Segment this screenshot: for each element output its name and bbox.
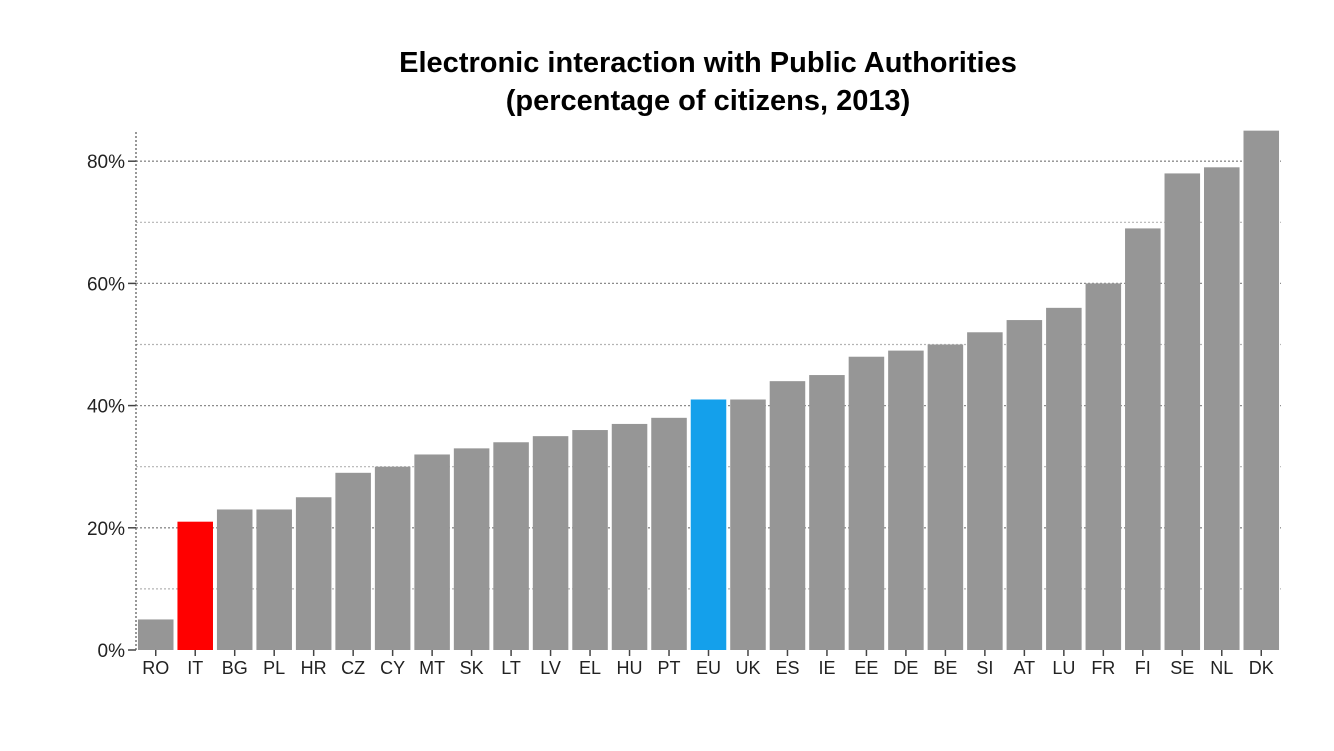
bar-fr xyxy=(1085,283,1122,650)
bar-ro xyxy=(137,619,174,650)
x-tick-label-lt: LT xyxy=(501,658,521,678)
bar-hu xyxy=(611,423,648,650)
y-tick-label: 40% xyxy=(87,397,125,418)
x-tick-label-hr: HR xyxy=(301,658,327,678)
x-tick-label-be: BE xyxy=(933,658,957,678)
x-tick-label-fi: FI xyxy=(1135,658,1151,678)
bar-eu xyxy=(690,399,727,650)
x-tick-label-sk: SK xyxy=(460,658,484,678)
x-tick-label-uk: UK xyxy=(735,658,760,678)
chart-title: Electronic interaction with Public Autho… xyxy=(0,44,1334,120)
y-tick-label: 0% xyxy=(98,641,126,662)
bar-hr xyxy=(295,497,332,650)
bar-el xyxy=(572,430,608,650)
x-tick-label-at: AT xyxy=(1014,658,1036,678)
bar-lv xyxy=(532,436,569,650)
x-tick-label-mt: MT xyxy=(419,658,445,678)
x-tick-label-cy: CY xyxy=(380,658,405,678)
x-tick-label-pt: PT xyxy=(658,658,681,678)
x-tick-label-bg: BG xyxy=(222,658,248,678)
x-tick-label-lu: LU xyxy=(1052,658,1075,678)
axes: 0% 20% 40% 60% 80% RO IT BG PL HR CZ CY MT SK LT LV EL HU… xyxy=(87,130,1274,678)
bar-pt xyxy=(651,417,687,650)
x-tick-label-el: EL xyxy=(579,658,601,678)
bar-cy xyxy=(374,466,411,650)
x-tick-label-se: SE xyxy=(1170,658,1194,678)
x-tick-label-eu: EU xyxy=(696,658,721,678)
bar-cz xyxy=(335,472,371,650)
bar-nl xyxy=(1204,167,1240,650)
bar-lt xyxy=(493,442,529,650)
bar-bg xyxy=(216,509,253,650)
bar-uk xyxy=(730,399,766,650)
bar-pl xyxy=(256,509,292,650)
x-tick-label-ro: RO xyxy=(142,658,169,678)
x-tick-label-es: ES xyxy=(775,658,799,678)
x-tick-label-fr: FR xyxy=(1091,658,1115,678)
x-tick-label-cz: CZ xyxy=(341,658,365,678)
bar-se xyxy=(1164,173,1201,651)
chart-subtitle-line: (percentage of citizens, 2013) xyxy=(505,85,911,117)
bar-sk xyxy=(453,448,490,650)
bar-ee xyxy=(848,356,885,650)
bar-dk xyxy=(1243,130,1280,650)
x-tick-label-hu: HU xyxy=(617,658,643,678)
bar-de xyxy=(888,350,924,650)
x-tick-label-ie: IE xyxy=(818,658,835,678)
x-tick-label-lv: LV xyxy=(540,658,561,678)
y-tick-label: 80% xyxy=(87,152,125,173)
bars xyxy=(137,130,1280,651)
bar-be xyxy=(927,344,964,650)
bar-fi xyxy=(1125,228,1161,650)
x-tick-label-de: DE xyxy=(893,658,918,678)
x-tick-label-ee: EE xyxy=(854,658,878,678)
y-tick-label: 20% xyxy=(87,519,125,540)
bar-it xyxy=(177,521,213,650)
bar-es xyxy=(769,381,806,650)
bar-si xyxy=(967,332,1003,650)
x-tick-label-pl: PL xyxy=(263,658,285,678)
y-tick-label: 60% xyxy=(87,274,125,295)
x-tick-label-nl: NL xyxy=(1210,658,1233,678)
chart-title-line: Electronic interaction with Public Autho… xyxy=(399,47,1017,79)
bar-lu xyxy=(1046,307,1082,650)
x-tick-label-si: SI xyxy=(976,658,993,678)
x-tick-label-dk: DK xyxy=(1249,658,1274,678)
bar-mt xyxy=(414,454,450,650)
x-tick-label-it: IT xyxy=(187,658,203,678)
bar-at xyxy=(1006,320,1043,650)
bar-ie xyxy=(809,375,845,650)
